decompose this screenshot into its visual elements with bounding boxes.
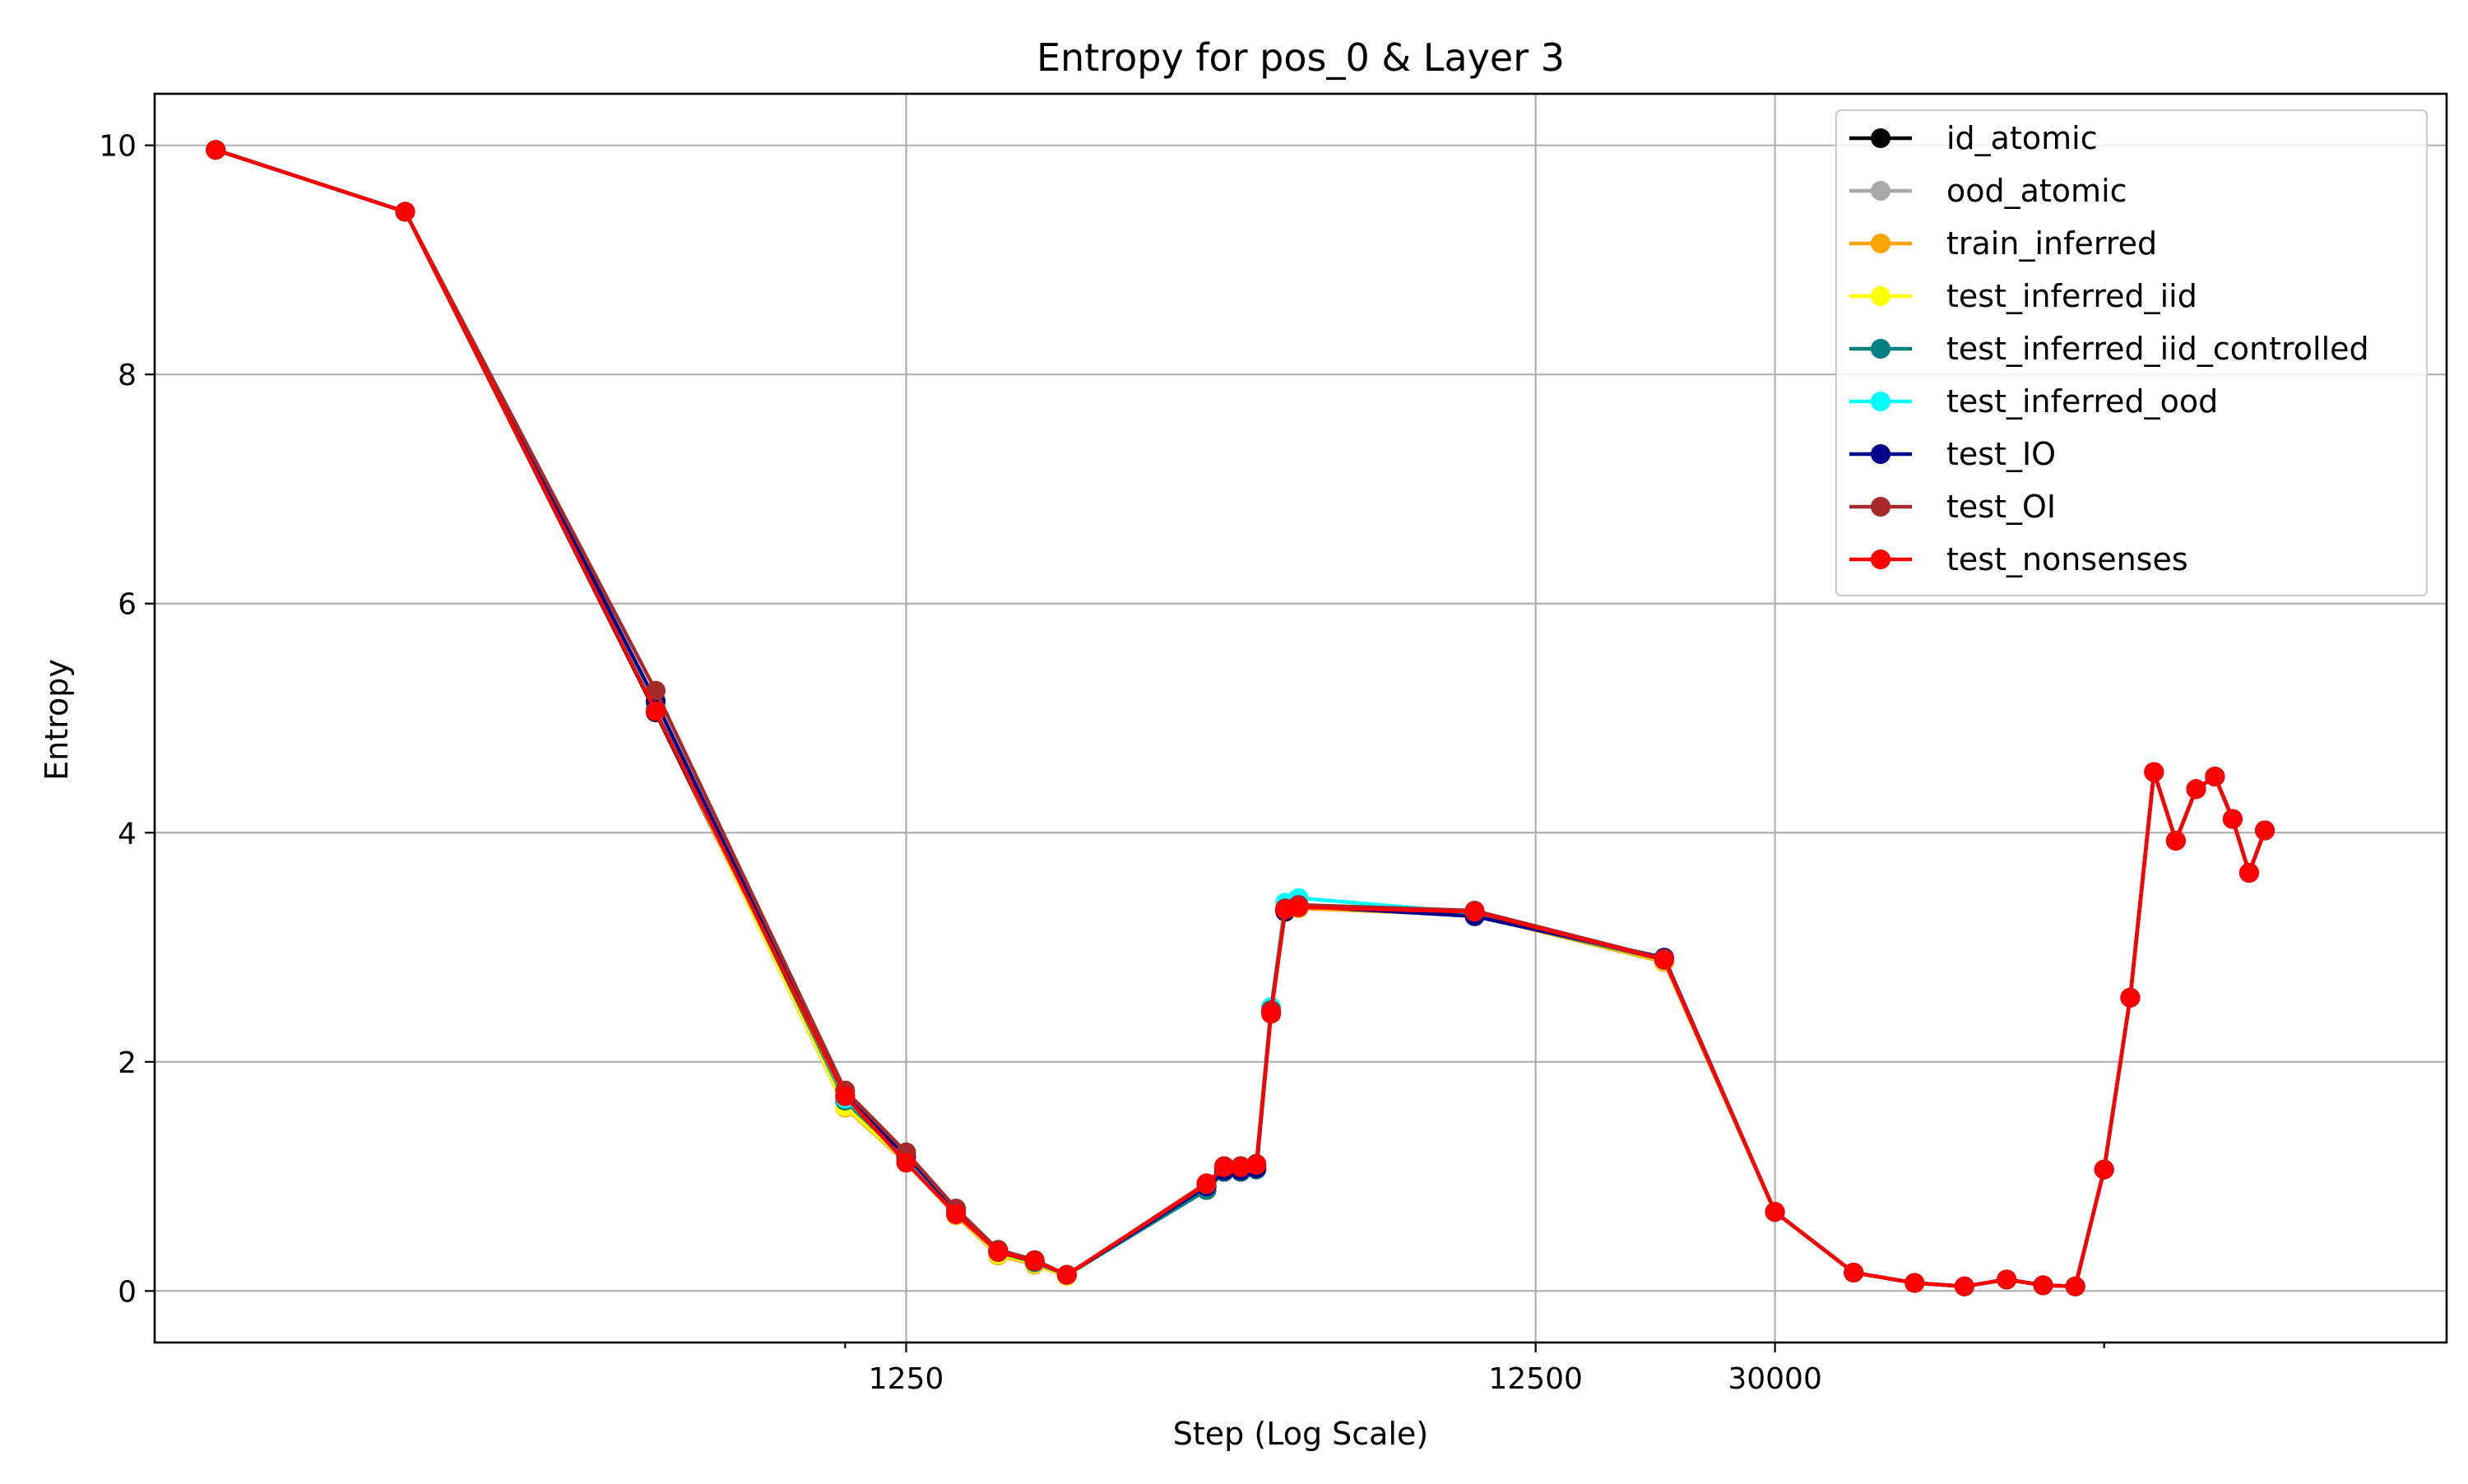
y-tick-label: 2 <box>118 1046 137 1080</box>
data-point <box>2065 1276 2085 1296</box>
legend-marker <box>1871 550 1890 569</box>
legend-label: test_inferred_ood <box>1946 383 2218 420</box>
data-point <box>1246 1155 1267 1176</box>
data-point <box>835 1086 856 1106</box>
legend-item: id_atomic <box>1849 120 2098 156</box>
legend-item: test_inferred_ood <box>1849 383 2218 420</box>
x-tick-label: 1250 <box>869 1362 944 1396</box>
x-tick-label: 30000 <box>1728 1362 1822 1396</box>
data-point <box>1288 897 1309 917</box>
legend-item: train_inferred <box>1849 225 2157 262</box>
data-point <box>2239 863 2259 883</box>
x-tick-label: 12500 <box>1488 1362 1583 1396</box>
data-point <box>2255 820 2275 841</box>
data-point <box>896 1152 916 1173</box>
y-tick-label: 0 <box>118 1275 137 1309</box>
legend-item: test_inferred_iid <box>1849 278 2197 314</box>
axis-ticks: 0 2 4 6 8 10 1250 12500 30000 <box>99 130 2105 1396</box>
legend-marker <box>1871 128 1890 148</box>
x-axis-title: Step (Log Scale) <box>1173 1416 1428 1452</box>
data-point <box>1196 1173 1217 1194</box>
legend-marker <box>1871 234 1890 253</box>
data-point <box>2186 779 2206 800</box>
grid <box>155 94 2447 1343</box>
data-point <box>2094 1159 2114 1180</box>
legend-label: train_inferred <box>1946 225 2157 262</box>
legend-marker <box>1871 392 1890 411</box>
series-lines <box>206 140 2275 1296</box>
data-point <box>395 202 415 222</box>
data-point <box>2165 831 2186 851</box>
series-test_nonsenses <box>206 140 2275 1296</box>
data-point <box>988 1242 1009 1262</box>
data-point <box>2222 809 2243 829</box>
y-tick-label: 8 <box>118 359 137 392</box>
data-point <box>2120 987 2141 1008</box>
data-point <box>946 1204 967 1224</box>
data-point <box>1024 1251 1045 1272</box>
y-tick-label: 6 <box>118 588 137 622</box>
data-point <box>206 140 226 160</box>
legend-marker <box>1871 497 1890 517</box>
legend-item: ood_atomic <box>1849 173 2127 209</box>
data-point <box>1654 949 1674 970</box>
data-point <box>1844 1263 1864 1282</box>
data-point <box>646 701 666 721</box>
data-point <box>1954 1276 1974 1296</box>
data-point <box>1056 1264 1077 1285</box>
legend-marker <box>1871 286 1890 306</box>
legend-marker <box>1871 339 1890 359</box>
legend-label: id_atomic <box>1946 120 2098 156</box>
data-point <box>1464 902 1485 922</box>
series-line <box>215 148 2267 1289</box>
data-point <box>1997 1269 2017 1290</box>
data-point <box>2144 762 2164 782</box>
chart-title: Entropy for pos_0 & Layer 3 <box>1037 35 1565 80</box>
data-point <box>1261 1004 1282 1024</box>
data-point <box>1904 1273 1925 1293</box>
legend-label: ood_atomic <box>1946 173 2127 209</box>
y-axis-title: Entropy <box>39 659 75 781</box>
data-point <box>1214 1157 1234 1177</box>
data-point <box>2205 767 2225 786</box>
legend-marker <box>1871 444 1890 464</box>
legend-label: test_OI <box>1946 489 2056 525</box>
y-tick-label: 4 <box>118 817 137 851</box>
legend-item: test_IO <box>1849 436 2056 472</box>
data-point <box>1231 1157 1251 1177</box>
data-point <box>646 680 666 701</box>
plot-area-frame <box>153 92 2448 1344</box>
legend-box <box>1835 109 2429 597</box>
data-point <box>1765 1202 1785 1222</box>
data-point <box>2033 1275 2053 1296</box>
legend-item: test_OI <box>1849 489 2056 525</box>
legend-label: test_nonsenses <box>1946 541 2188 577</box>
legend-label: test_inferred_iid_controlled <box>1946 331 2369 367</box>
y-tick-label: 10 <box>99 130 137 164</box>
legend: id_atomic ood_atomic train_inferred test_in… <box>1835 109 2429 597</box>
legend-item: test_nonsenses <box>1849 541 2188 577</box>
legend-label: test_inferred_iid <box>1946 278 2197 314</box>
legend-marker <box>1871 181 1890 201</box>
legend-label: test_IO <box>1946 436 2056 472</box>
legend-item: test_inferred_iid_controlled <box>1849 331 2369 367</box>
